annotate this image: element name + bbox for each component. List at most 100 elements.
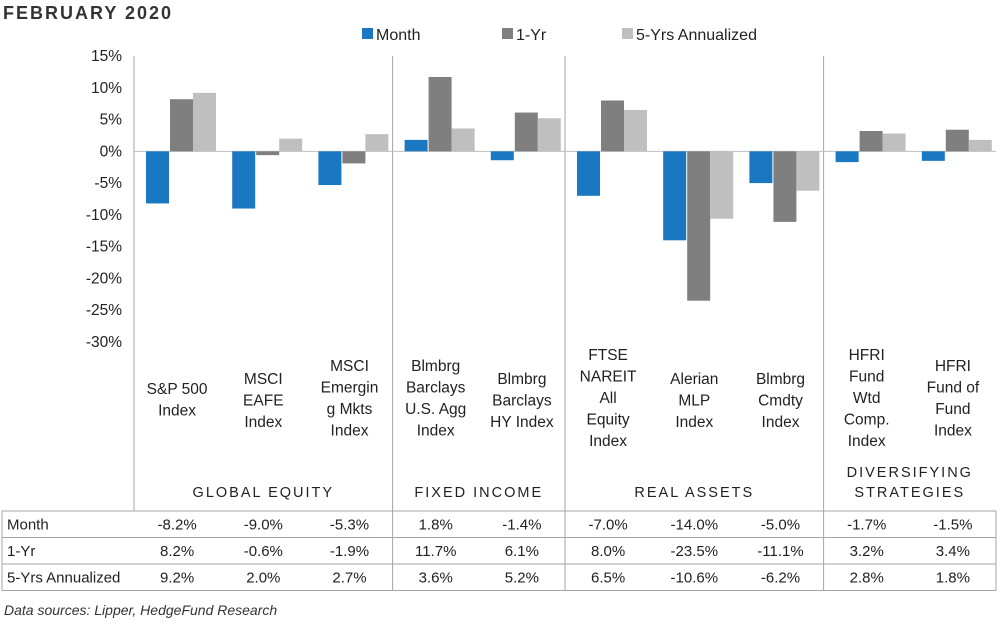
table-cell: -1.7%	[847, 517, 886, 534]
table-row-header: 1-Yr	[7, 543, 35, 560]
table-cell: -8.2%	[158, 517, 197, 534]
y-tick-label: -25%	[86, 302, 122, 319]
table-cell: 2.0%	[246, 570, 280, 587]
page-title: FEBRUARY 2020	[3, 3, 174, 23]
table-cell: -14.0%	[671, 517, 719, 534]
category-label: Blmbrg	[756, 371, 805, 388]
category-label: Index	[158, 403, 196, 420]
table-cell: 3.2%	[850, 543, 884, 560]
bar-month	[749, 151, 773, 184]
category-label: Index	[675, 414, 713, 431]
bar-month	[318, 151, 342, 186]
category-label: Cmdty	[758, 393, 803, 410]
category-label: Index	[762, 414, 800, 431]
category-label: Comp.	[844, 412, 890, 429]
legend-swatch	[362, 28, 373, 39]
legend-label: 5-Yrs Annualized	[636, 27, 757, 44]
legend-swatch	[622, 28, 633, 39]
category-label: Fund	[935, 401, 970, 418]
table-cell: -5.0%	[761, 517, 800, 534]
bar-1-yr	[687, 151, 711, 301]
group-label: REAL ASSETS	[634, 485, 754, 501]
category-label: Index	[589, 433, 627, 450]
category-label: Equity	[587, 412, 630, 429]
legend-label: Month	[376, 27, 420, 44]
y-tick-label: 0%	[100, 143, 123, 160]
bar-1-yr	[170, 99, 193, 152]
bar-month	[577, 151, 600, 196]
bar-1-yr	[428, 76, 452, 152]
y-tick-label: 5%	[100, 112, 123, 129]
bar-1-yr	[773, 151, 797, 222]
category-label: Blmbrg	[497, 371, 546, 388]
category-label: HY Index	[490, 414, 554, 431]
table-cell: -1.5%	[933, 517, 972, 534]
y-tick-label: 15%	[91, 48, 122, 65]
bar-1-yr	[601, 100, 624, 152]
category-label: g Mkts	[327, 401, 373, 418]
category-label: MSCI	[330, 358, 369, 375]
bar-5-yrs-annualized	[796, 151, 820, 191]
bar-month	[404, 139, 428, 152]
category-label: Index	[848, 433, 886, 450]
category-label: Index	[331, 423, 369, 440]
bar-5-yrs-annualized	[451, 128, 475, 152]
table-cell: 5.2%	[505, 570, 539, 587]
category-label: HFRI	[935, 358, 971, 375]
table-cell: -7.0%	[589, 517, 628, 534]
category-label: NAREIT	[580, 369, 637, 386]
bar-1-yr	[256, 151, 280, 156]
bar-5-yrs-annualized	[968, 139, 992, 152]
category-label: Index	[244, 414, 282, 431]
group-label: FIXED INCOME	[414, 485, 543, 501]
table-cell: 8.2%	[160, 543, 194, 560]
category-label: Wtd	[853, 390, 881, 407]
bar-5-yrs-annualized	[537, 118, 561, 152]
category-label: Emergin	[321, 380, 379, 397]
table-cell: -11.1%	[757, 543, 803, 560]
bar-5-yrs-annualized	[882, 133, 906, 152]
bar-1-yr	[342, 151, 366, 164]
bar-month	[663, 151, 687, 241]
table-cell: 3.6%	[419, 570, 453, 587]
category-label: EAFE	[243, 393, 283, 410]
bar-1-yr	[514, 112, 538, 152]
bar-month	[146, 151, 169, 204]
category-label: MLP	[678, 393, 710, 410]
table-cell: -10.6%	[671, 570, 719, 587]
bar-5-yrs-annualized	[624, 110, 647, 152]
category-label: FTSE	[588, 347, 628, 364]
table-cell: -0.6%	[244, 543, 283, 560]
group-label: STRATEGIES	[854, 485, 965, 501]
table-cell: -6.2%	[761, 570, 800, 587]
category-label: HFRI	[849, 347, 885, 364]
table-cell: 6.1%	[505, 543, 539, 560]
table-cell: -5.3%	[330, 517, 369, 534]
data-table	[1, 510, 997, 591]
table-cell: 1.8%	[936, 570, 970, 587]
category-label: Index	[417, 423, 455, 440]
table-cell: -23.5%	[671, 543, 719, 560]
y-tick-label: -10%	[86, 207, 122, 224]
category-label: Barclays	[492, 393, 552, 410]
table-cell: 6.5%	[591, 570, 625, 587]
table-cell: 2.7%	[332, 570, 366, 587]
bar-5-yrs-annualized	[193, 92, 216, 152]
category-label: S&P 500	[147, 381, 208, 398]
y-tick-label: -5%	[94, 175, 122, 192]
y-tick-label: -15%	[86, 239, 122, 256]
bar-month	[490, 151, 514, 161]
legend-swatch	[502, 28, 513, 39]
group-label: DIVERSIFYING	[847, 465, 973, 481]
table-cell: 2.8%	[850, 570, 884, 587]
table-row-header: Month	[7, 517, 49, 534]
table-cell: 1.8%	[419, 517, 453, 534]
category-label: Fund	[849, 369, 884, 386]
bar-5-yrs-annualized	[365, 134, 389, 152]
y-tick-label: -30%	[86, 334, 122, 351]
bar-month	[232, 151, 256, 209]
y-tick-label: -20%	[86, 270, 122, 287]
category-label: Barclays	[406, 380, 466, 397]
source-note: Data sources: Lipper, HedgeFund Research	[4, 602, 278, 618]
